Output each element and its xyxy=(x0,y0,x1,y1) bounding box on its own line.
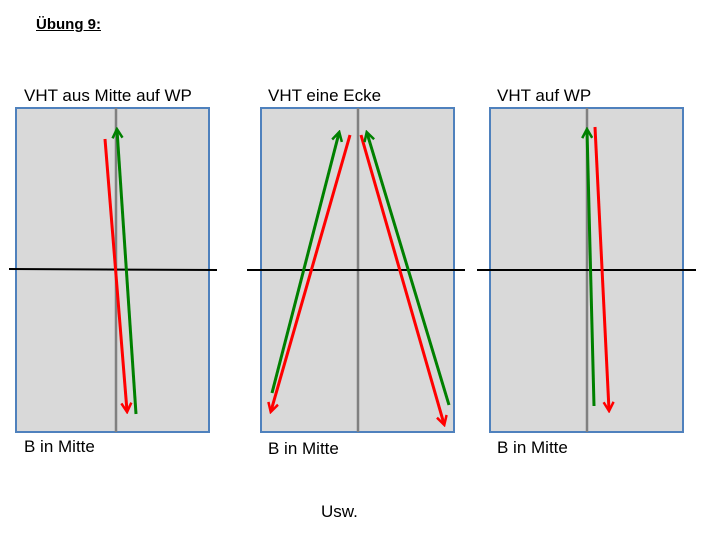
footer-note: Usw. xyxy=(321,502,358,521)
panel-1-top-label: VHT aus Mitte auf WP xyxy=(24,86,192,105)
panel-3 xyxy=(477,107,696,433)
panel-1-bottom-label: B in Mitte xyxy=(24,437,95,456)
panel-3-top-label: VHT auf WP xyxy=(497,86,592,105)
red-arrow xyxy=(103,138,127,411)
red-arrow xyxy=(593,126,609,410)
green-arrow xyxy=(117,130,138,415)
green-arrow-right xyxy=(367,133,451,406)
panel-2 xyxy=(247,107,465,433)
green-arrow-left xyxy=(270,133,339,394)
panel-3-bottom-label: B in Mitte xyxy=(497,438,568,457)
net-line xyxy=(8,268,218,271)
panel-2-bottom-label: B in Mitte xyxy=(268,439,339,458)
green-arrow xyxy=(587,130,596,407)
red-arrow-right xyxy=(359,134,444,424)
panel-1 xyxy=(8,107,218,433)
panel-2-top-label: VHT eine Ecke xyxy=(268,86,382,105)
slide-title: Übung 9: xyxy=(36,16,101,33)
red-arrow-left xyxy=(271,134,352,411)
